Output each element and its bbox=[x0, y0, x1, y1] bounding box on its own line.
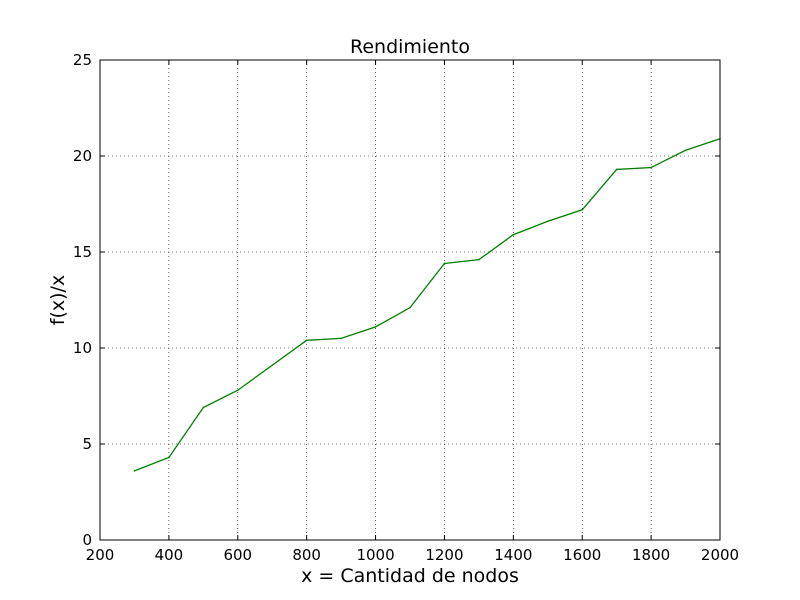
plot-frame bbox=[99, 59, 721, 541]
data-point bbox=[443, 262, 446, 265]
data-point bbox=[305, 339, 308, 342]
x-tick-label: 400 bbox=[155, 546, 184, 564]
data-point bbox=[684, 149, 687, 152]
chart-title: Rendimiento bbox=[350, 36, 470, 58]
data-point bbox=[168, 456, 170, 459]
x-tick-label: 1800 bbox=[632, 546, 670, 564]
y-tick-label: 10 bbox=[73, 339, 92, 357]
x-tick-label: 600 bbox=[223, 546, 252, 564]
data-point bbox=[478, 258, 480, 261]
data-point bbox=[271, 364, 274, 367]
ticks: 200 400 600 800 1000 1200 1400 1600 1800 2000 0 5 10… bbox=[73, 51, 739, 564]
data-point bbox=[409, 306, 411, 309]
data-point bbox=[202, 406, 205, 409]
grid bbox=[99, 59, 721, 541]
data-point bbox=[374, 326, 377, 328]
x-tick-label: 1400 bbox=[494, 546, 532, 564]
data-point bbox=[546, 220, 549, 223]
x-tick-label: 200 bbox=[86, 546, 115, 564]
data-point bbox=[581, 208, 584, 211]
x-tick-label: 1000 bbox=[356, 546, 394, 564]
x-tick-label: 1600 bbox=[563, 546, 601, 564]
y-tick-label: 0 bbox=[82, 531, 92, 549]
series-layer bbox=[133, 137, 721, 472]
series-line bbox=[134, 138, 721, 472]
data-point bbox=[340, 337, 342, 340]
data-point bbox=[512, 233, 515, 236]
data-point bbox=[236, 389, 239, 392]
y-tick-label: 5 bbox=[82, 435, 92, 453]
x-axis-title: x = Cantidad de nodos bbox=[301, 565, 519, 587]
data-point bbox=[650, 166, 652, 169]
x-tick-label: 800 bbox=[292, 546, 321, 564]
y-tick-label: 15 bbox=[73, 243, 92, 261]
data-point bbox=[133, 470, 136, 472]
x-tick-label: 1200 bbox=[425, 546, 463, 564]
y-axis-title: f(x)/x bbox=[47, 275, 69, 325]
x-tick-label: 2000 bbox=[701, 546, 739, 564]
y-tick-label: 25 bbox=[73, 51, 92, 69]
y-tick-label: 20 bbox=[73, 147, 92, 165]
data-point bbox=[615, 168, 618, 171]
